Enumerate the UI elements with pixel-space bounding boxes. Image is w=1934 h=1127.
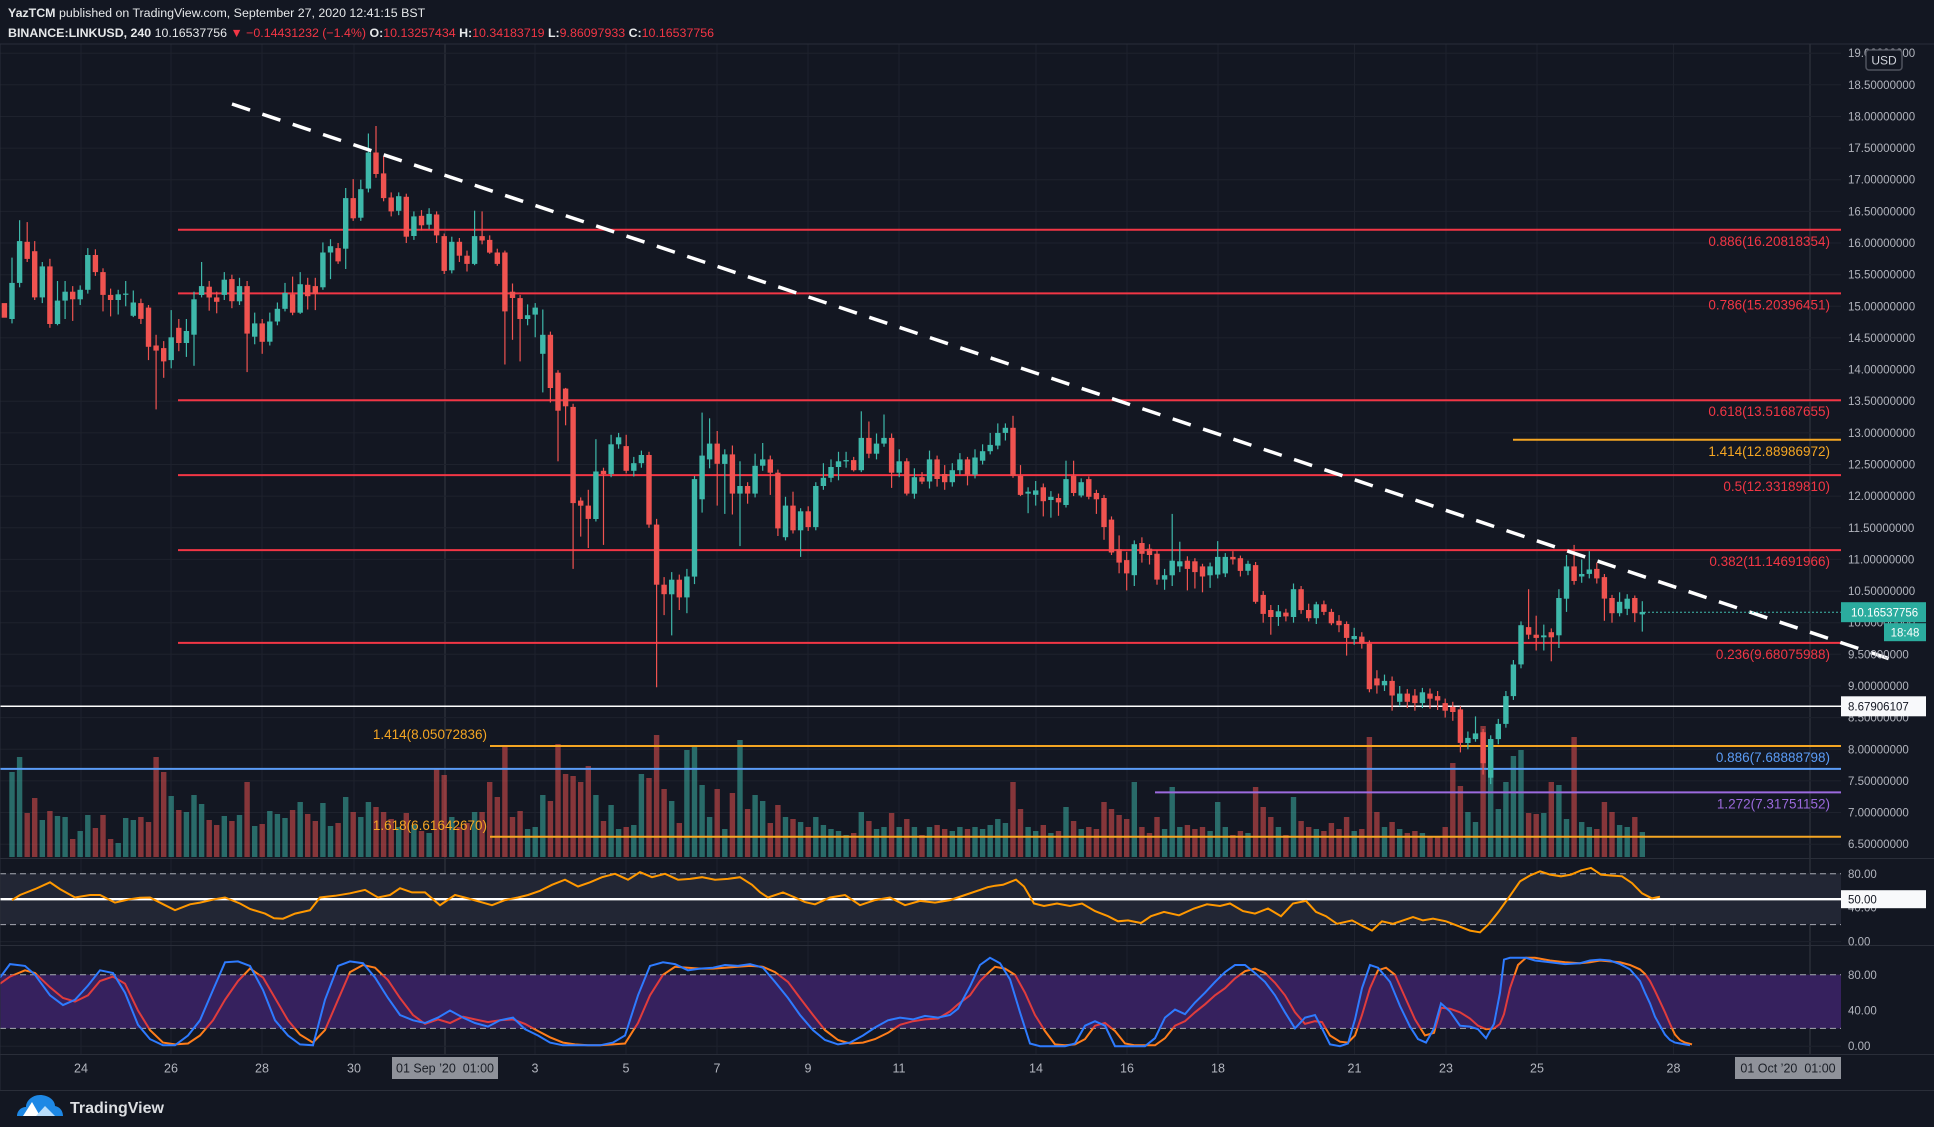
svg-text:9: 9 bbox=[805, 1062, 812, 1076]
svg-text:24: 24 bbox=[74, 1062, 88, 1076]
svg-text:USD: USD bbox=[1871, 54, 1897, 68]
svg-text:15.50000000: 15.50000000 bbox=[1848, 270, 1915, 282]
svg-text:80.00: 80.00 bbox=[1848, 869, 1877, 881]
svg-text:1.272(7.31751152): 1.272(7.31751152) bbox=[1717, 796, 1830, 811]
svg-text:13.00000000: 13.00000000 bbox=[1848, 428, 1915, 440]
svg-text:14.00000000: 14.00000000 bbox=[1848, 365, 1915, 377]
svg-text:1.414(8.05072836): 1.414(8.05072836) bbox=[373, 727, 487, 742]
svg-text:BINANCE:LINKUSD, 240 10.16537: BINANCE:LINKUSD, 240 10.16537756 ▼ −0.14… bbox=[8, 26, 714, 40]
svg-text:18: 18 bbox=[1211, 1062, 1225, 1076]
svg-text:10.16537756: 10.16537756 bbox=[1851, 608, 1918, 620]
svg-text:11.00000000: 11.00000000 bbox=[1848, 554, 1914, 566]
svg-text:18.00000000: 18.00000000 bbox=[1848, 112, 1915, 124]
svg-text:26: 26 bbox=[164, 1062, 178, 1076]
svg-text:0.5(12.33189810): 0.5(12.33189810) bbox=[1723, 479, 1830, 494]
svg-text:3: 3 bbox=[532, 1062, 539, 1076]
svg-text:10.50000000: 10.50000000 bbox=[1848, 586, 1915, 598]
svg-text:0.886(16.20818354): 0.886(16.20818354) bbox=[1708, 234, 1830, 249]
svg-text:80.00: 80.00 bbox=[1848, 970, 1877, 982]
svg-text:8.00000000: 8.00000000 bbox=[1848, 744, 1909, 756]
svg-text:28: 28 bbox=[255, 1062, 269, 1076]
svg-text:0.236(9.68075988): 0.236(9.68075988) bbox=[1716, 647, 1830, 662]
svg-text:01 Sep ’20 01:00: 01 Sep ’20 01:00 bbox=[396, 1062, 494, 1076]
svg-text:18.50000000: 18.50000000 bbox=[1848, 80, 1915, 92]
svg-text:7: 7 bbox=[714, 1062, 721, 1076]
svg-text:12.00000000: 12.00000000 bbox=[1848, 491, 1915, 503]
svg-text:11.50000000: 11.50000000 bbox=[1848, 523, 1914, 535]
svg-text:14.50000000: 14.50000000 bbox=[1848, 333, 1915, 345]
svg-text:7.50000000: 7.50000000 bbox=[1848, 776, 1909, 788]
svg-text:14: 14 bbox=[1029, 1062, 1043, 1076]
svg-text:16.00000000: 16.00000000 bbox=[1848, 238, 1915, 250]
svg-text:YazTCM published on TradingVie: YazTCM published on TradingView.com, Sep… bbox=[8, 6, 426, 20]
svg-text:21: 21 bbox=[1348, 1062, 1362, 1076]
svg-text:16.50000000: 16.50000000 bbox=[1848, 206, 1915, 218]
svg-text:6.50000000: 6.50000000 bbox=[1848, 839, 1909, 851]
svg-text:50.00: 50.00 bbox=[1848, 895, 1877, 907]
svg-text:TradingView: TradingView bbox=[70, 1100, 165, 1117]
svg-text:17.50000000: 17.50000000 bbox=[1848, 143, 1915, 155]
svg-text:5: 5 bbox=[623, 1062, 630, 1076]
svg-text:25: 25 bbox=[1530, 1062, 1544, 1076]
svg-text:0.00: 0.00 bbox=[1848, 1041, 1870, 1053]
svg-text:1.414(12.88986972): 1.414(12.88986972) bbox=[1708, 444, 1830, 459]
svg-text:11: 11 bbox=[893, 1062, 906, 1076]
svg-text:16: 16 bbox=[1120, 1062, 1134, 1076]
svg-text:0.886(7.68888798): 0.886(7.68888798) bbox=[1716, 750, 1830, 765]
svg-text:0.618(13.51687655): 0.618(13.51687655) bbox=[1708, 404, 1830, 419]
svg-text:12.50000000: 12.50000000 bbox=[1848, 460, 1915, 472]
svg-text:30: 30 bbox=[347, 1062, 361, 1076]
svg-text:0.00: 0.00 bbox=[1848, 937, 1870, 949]
svg-text:9.50000000: 9.50000000 bbox=[1848, 649, 1909, 661]
svg-text:18:48: 18:48 bbox=[1891, 628, 1920, 640]
svg-text:7.00000000: 7.00000000 bbox=[1848, 808, 1909, 820]
svg-text:0.382(11.14691966): 0.382(11.14691966) bbox=[1709, 554, 1830, 569]
svg-text:17.00000000: 17.00000000 bbox=[1848, 175, 1915, 187]
svg-text:1.618(6.61642670): 1.618(6.61642670) bbox=[373, 818, 487, 833]
svg-text:8.67906107: 8.67906107 bbox=[1848, 702, 1909, 714]
svg-text:9.00000000: 9.00000000 bbox=[1848, 681, 1909, 693]
svg-text:28: 28 bbox=[1667, 1062, 1681, 1076]
svg-text:0.786(15.20396451): 0.786(15.20396451) bbox=[1708, 297, 1830, 312]
svg-text:01 Oct ’20 01:00: 01 Oct ’20 01:00 bbox=[1740, 1062, 1835, 1076]
svg-text:13.50000000: 13.50000000 bbox=[1848, 396, 1915, 408]
svg-text:40.00: 40.00 bbox=[1848, 1006, 1877, 1018]
svg-text:23: 23 bbox=[1439, 1062, 1453, 1076]
svg-text:15.00000000: 15.00000000 bbox=[1848, 301, 1915, 313]
